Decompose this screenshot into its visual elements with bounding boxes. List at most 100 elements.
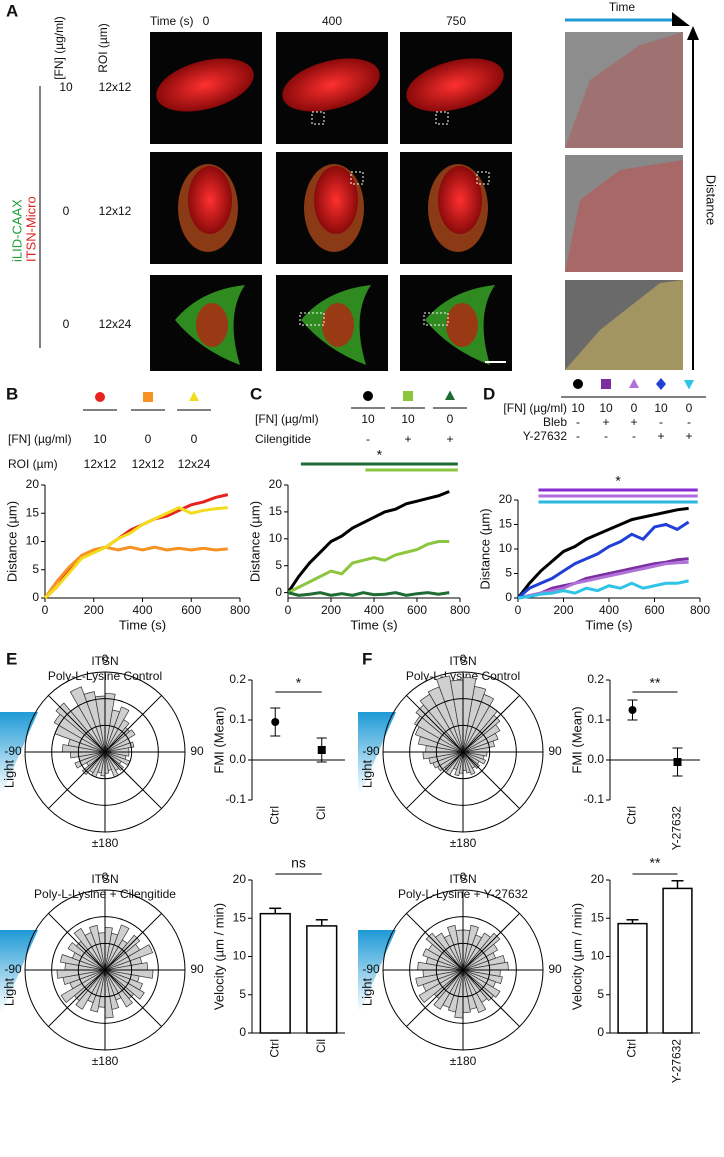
y-tick-label: 15: [591, 910, 605, 924]
legend-value: 10: [599, 401, 613, 415]
legend-value: +: [657, 429, 664, 443]
legend-value: 10: [93, 432, 107, 446]
bar: [259, 912, 291, 1034]
rose-spoke: [462, 695, 520, 753]
theta-tick-label: -90: [4, 962, 22, 976]
light-gradient: [0, 930, 38, 1012]
x-tick-label: 600: [407, 603, 427, 617]
series-line: [287, 591, 450, 597]
y-tick-label: 0.0: [229, 752, 246, 766]
light-gradient: [358, 930, 396, 1012]
theta-tick-label: -90: [4, 744, 22, 758]
y-axis-title: Velocity (µm / min): [569, 903, 584, 1010]
rose-spoke: [48, 751, 106, 809]
roi-box: [299, 312, 325, 326]
y-tick-label: 20: [233, 872, 247, 886]
legend-value: 10: [654, 401, 668, 415]
legend-row-label: ROI (µm): [8, 457, 58, 471]
theta-tick-label: 0: [460, 652, 467, 666]
series-line: [287, 540, 450, 594]
roi-value: 12x24: [99, 317, 132, 331]
kymograph-signal: [565, 160, 683, 272]
time-label: Time (s): [150, 14, 194, 28]
y-tick-label: 10: [269, 531, 283, 545]
y-tick-label: 0: [275, 585, 282, 599]
panel-label: A: [6, 1, 18, 20]
x-tick-label: Cil: [314, 806, 328, 820]
distance-arrow-head: [687, 26, 699, 40]
bar: [617, 922, 648, 1034]
x-tick-label: 400: [132, 603, 152, 617]
series-line: [517, 560, 689, 600]
y-axis-title: FMI (Mean): [211, 706, 226, 773]
legend-value: 0: [631, 401, 638, 415]
cell: [196, 303, 228, 347]
kymographs: [565, 32, 683, 370]
rose-spoke: [406, 751, 464, 809]
cell: [314, 166, 358, 234]
roi-box: [350, 171, 364, 185]
legend-marker: [601, 379, 611, 389]
y-tick-label: 0.0: [587, 752, 604, 766]
rose-wedge: [462, 751, 476, 776]
kymograph-signal: [565, 32, 683, 148]
legend-marker: [629, 378, 639, 388]
rose-spoke: [48, 913, 106, 971]
rose-wedge: [104, 924, 130, 971]
roi-box: [311, 111, 325, 125]
series-line: [516, 506, 689, 599]
y-tick-label: 20: [499, 492, 513, 506]
column-header: [FN] (µg/ml): [52, 16, 66, 80]
legend-value: 10: [401, 412, 415, 426]
rose-spoke: [462, 913, 520, 971]
data-point: [317, 746, 326, 754]
significance-label: ns: [291, 855, 306, 871]
significance-label: **: [650, 675, 661, 691]
x-tick-label: 600: [644, 603, 664, 617]
significance-label: *: [615, 473, 621, 489]
x-axis-title: Time (s): [119, 617, 166, 632]
micrographs: [150, 32, 512, 371]
kymo-distance-label: Distance: [704, 175, 719, 226]
x-tick-label: Y-27632: [670, 806, 684, 851]
panel-label: E: [6, 649, 17, 668]
theta-tick-label: 0: [102, 652, 109, 666]
legend-value: 0: [686, 401, 693, 415]
x-tick-label: 200: [84, 603, 104, 617]
rose-title: ITSN: [449, 654, 476, 668]
y-tick-label: 20: [26, 477, 40, 491]
rose-wedge: [418, 969, 464, 1004]
y-tick-label: 0.1: [587, 712, 604, 726]
cell: [322, 303, 354, 347]
light-label: Light: [359, 978, 374, 1007]
legend-value: -: [366, 432, 370, 446]
x-tick-label: 0: [515, 603, 522, 617]
legend-marker: [573, 379, 583, 389]
rose-spoke: [104, 751, 162, 809]
rose-wedge: [462, 943, 499, 971]
y-tick-label: 15: [499, 517, 513, 531]
y-tick-label: 0.1: [229, 712, 246, 726]
series-line: [286, 490, 450, 594]
x-tick-label: Ctrl: [267, 1039, 281, 1058]
light-label: Light: [359, 760, 374, 789]
rose-wedge: [104, 969, 133, 1008]
x-axis-title: Time (s): [350, 617, 397, 632]
y-tick-label: 5: [505, 566, 512, 580]
theta-tick-label: 90: [548, 962, 562, 976]
column-header: ROI (µm): [96, 23, 110, 73]
rose-spoke: [48, 969, 106, 1027]
y-tick-label: 5: [239, 987, 246, 1001]
theta-tick-label: 90: [190, 962, 204, 976]
kymograph-signal: [565, 280, 683, 370]
series-line: [517, 579, 689, 600]
roi-box: [435, 111, 449, 125]
light-gradient: [358, 712, 396, 794]
significance-label: **: [650, 855, 661, 871]
rose-wedge: [89, 924, 106, 971]
cell: [188, 166, 232, 234]
rose-spoke: [48, 695, 106, 753]
legend-row-label: [FN] (µg/ml): [255, 412, 319, 426]
rose-wedge: [462, 969, 501, 998]
